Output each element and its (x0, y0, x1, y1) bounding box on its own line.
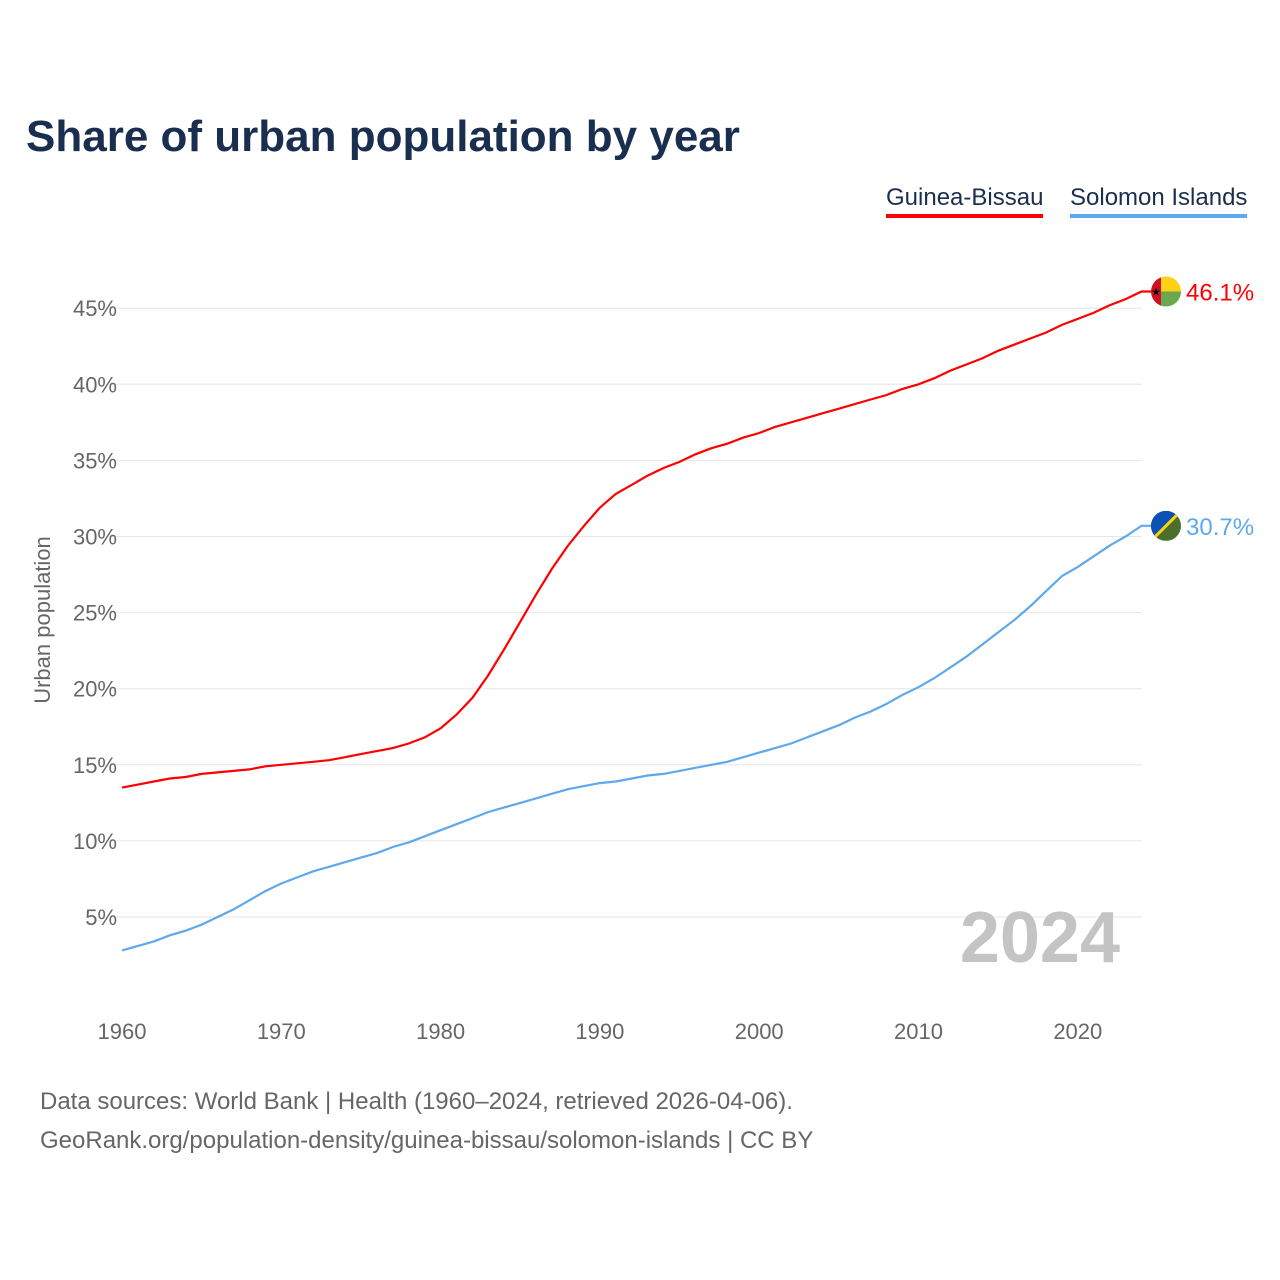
x-tick-label: 1960 (98, 1019, 147, 1044)
y-tick-label: 40% (73, 372, 117, 397)
y-tick-label: 45% (73, 296, 117, 321)
chart-title: Share of urban population by year (26, 112, 740, 161)
year-watermark: 2024 (960, 898, 1120, 978)
series-line-guinea-bissau (121, 290, 1156, 789)
flag-body (1151, 510, 1181, 541)
x-tick-label: 2010 (894, 1019, 943, 1044)
end-value-label: 46.1% (1186, 279, 1254, 306)
y-tick-label: 20% (73, 677, 117, 702)
flag-green-band (1161, 291, 1181, 307)
flag-yellow-band (1161, 276, 1181, 292)
x-tick-label: 1990 (575, 1019, 624, 1044)
series-line-solomon-islands (121, 524, 1156, 952)
y-tick-label: 30% (73, 525, 117, 550)
flag-star: ★ (1151, 286, 1161, 298)
x-tick-label: 2000 (735, 1019, 784, 1044)
y-tick-label: 35% (73, 448, 117, 473)
legend-guinea-bissau[interactable]: Guinea-Bissau (886, 184, 1044, 218)
y-axis-label: Urban population (30, 536, 55, 704)
y-tick-label: 25% (73, 601, 117, 626)
source-note: Data sources: World Bank | Health (1960–… (40, 1088, 793, 1115)
solomon-islands-flag-icon (1151, 510, 1181, 541)
x-tick-label: 1980 (416, 1019, 465, 1044)
x-tick-label: 1970 (257, 1019, 306, 1044)
legend-solomon-islands[interactable]: Solomon Islands (1070, 184, 1248, 218)
flag-yellow-stripe (1151, 510, 1181, 541)
flag-red-band (1151, 276, 1161, 307)
y-tick-label: 10% (73, 829, 117, 854)
source-url: GeoRank.org/population-density/guinea-bi… (40, 1127, 814, 1154)
y-tick-label: 5% (85, 905, 117, 930)
y-tick-label: 15% (73, 753, 117, 778)
end-value-label: 30.7% (1186, 514, 1254, 541)
x-tick-label: 2020 (1053, 1019, 1102, 1044)
